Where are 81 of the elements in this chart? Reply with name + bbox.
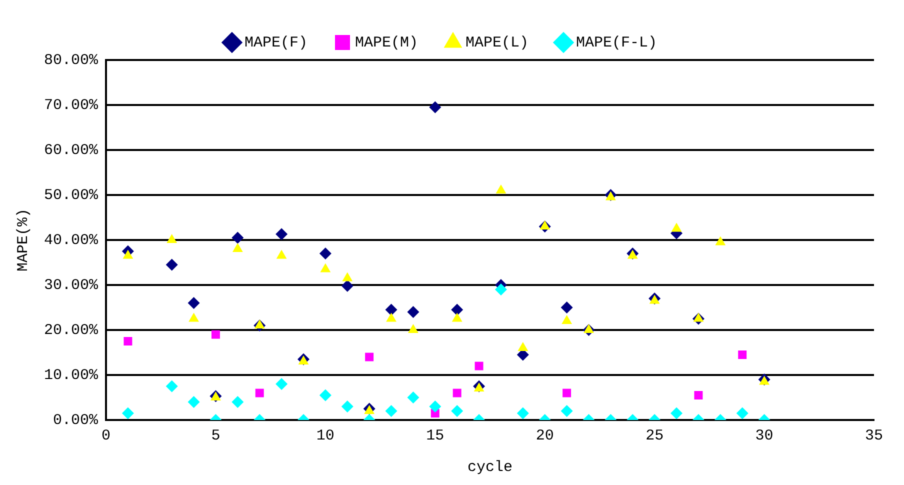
- point: [694, 391, 703, 400]
- point: [276, 378, 288, 390]
- point: [474, 362, 484, 370]
- point: [364, 405, 375, 414]
- point: [474, 382, 484, 392]
- point: [341, 280, 354, 292]
- y-tick-label: 30.00%: [44, 276, 99, 294]
- point: [319, 248, 332, 260]
- legend-label: MAPE(F): [244, 34, 308, 52]
- point: [122, 250, 134, 259]
- y-tick-label: 10.00%: [44, 366, 99, 384]
- point: [385, 405, 398, 417]
- y-axis-title: MAPE(%): [14, 208, 32, 272]
- y-tick-label: 50.00%: [44, 186, 99, 204]
- y-tick-label: 60.00%: [44, 142, 99, 159]
- point: [715, 236, 726, 246]
- point: [320, 263, 331, 272]
- y-tick-label: 20.00%: [44, 322, 99, 339]
- point: [386, 312, 396, 322]
- point: [518, 342, 528, 351]
- point: [452, 312, 462, 322]
- x-tick-label: 15: [426, 427, 444, 444]
- point: [254, 320, 265, 328]
- point: [276, 228, 288, 240]
- point: [670, 407, 683, 420]
- point: [562, 315, 572, 324]
- point: [166, 380, 178, 392]
- point: [693, 312, 704, 322]
- point: [407, 392, 420, 404]
- point: [255, 388, 264, 398]
- point: [429, 101, 442, 114]
- point: [385, 304, 398, 316]
- point: [166, 258, 178, 271]
- point: [736, 407, 748, 420]
- point: [232, 243, 243, 252]
- y-tick-label: 40.00%: [44, 232, 99, 249]
- legend-label: MAPE(L): [466, 34, 529, 52]
- point: [560, 302, 573, 314]
- point: [124, 337, 132, 346]
- x-tick-label: 5: [211, 427, 220, 444]
- point: [319, 389, 332, 402]
- x-tick-label: 25: [646, 427, 664, 444]
- x-axis-title: cycle: [467, 458, 513, 476]
- point: [232, 396, 244, 408]
- point: [451, 405, 464, 417]
- x-tick-label: 0: [102, 427, 111, 444]
- point: [408, 324, 418, 333]
- point: [166, 234, 178, 243]
- point: [429, 400, 442, 412]
- point: [365, 352, 374, 362]
- point: [451, 304, 464, 316]
- point: [516, 407, 529, 420]
- point: [211, 330, 220, 339]
- y-tick-label: 80.00%: [44, 52, 99, 69]
- point: [232, 232, 244, 244]
- legend-label: MAPE(F-L): [576, 34, 658, 52]
- point: [188, 312, 199, 322]
- point: [540, 220, 550, 230]
- x-tick-label: 30: [755, 427, 774, 444]
- point: [671, 222, 682, 232]
- legend-label: MAPE(M): [354, 34, 418, 52]
- point: [562, 388, 572, 398]
- point: [188, 297, 200, 309]
- point: [407, 306, 420, 318]
- x-tick-label: 35: [865, 427, 884, 444]
- point: [276, 250, 287, 259]
- point: [496, 184, 506, 194]
- point: [341, 400, 354, 412]
- point: [452, 388, 462, 398]
- y-tick-label: 70.00%: [44, 96, 99, 114]
- y-tick-label: 0.00%: [52, 412, 99, 429]
- point: [122, 407, 134, 420]
- point: [298, 356, 309, 364]
- point: [560, 405, 573, 417]
- point: [494, 284, 507, 296]
- x-tick-label: 20: [536, 427, 554, 444]
- point: [738, 350, 747, 359]
- x-tick-label: 10: [316, 427, 334, 444]
- point: [188, 396, 200, 408]
- point: [584, 324, 594, 333]
- point: [342, 272, 353, 282]
